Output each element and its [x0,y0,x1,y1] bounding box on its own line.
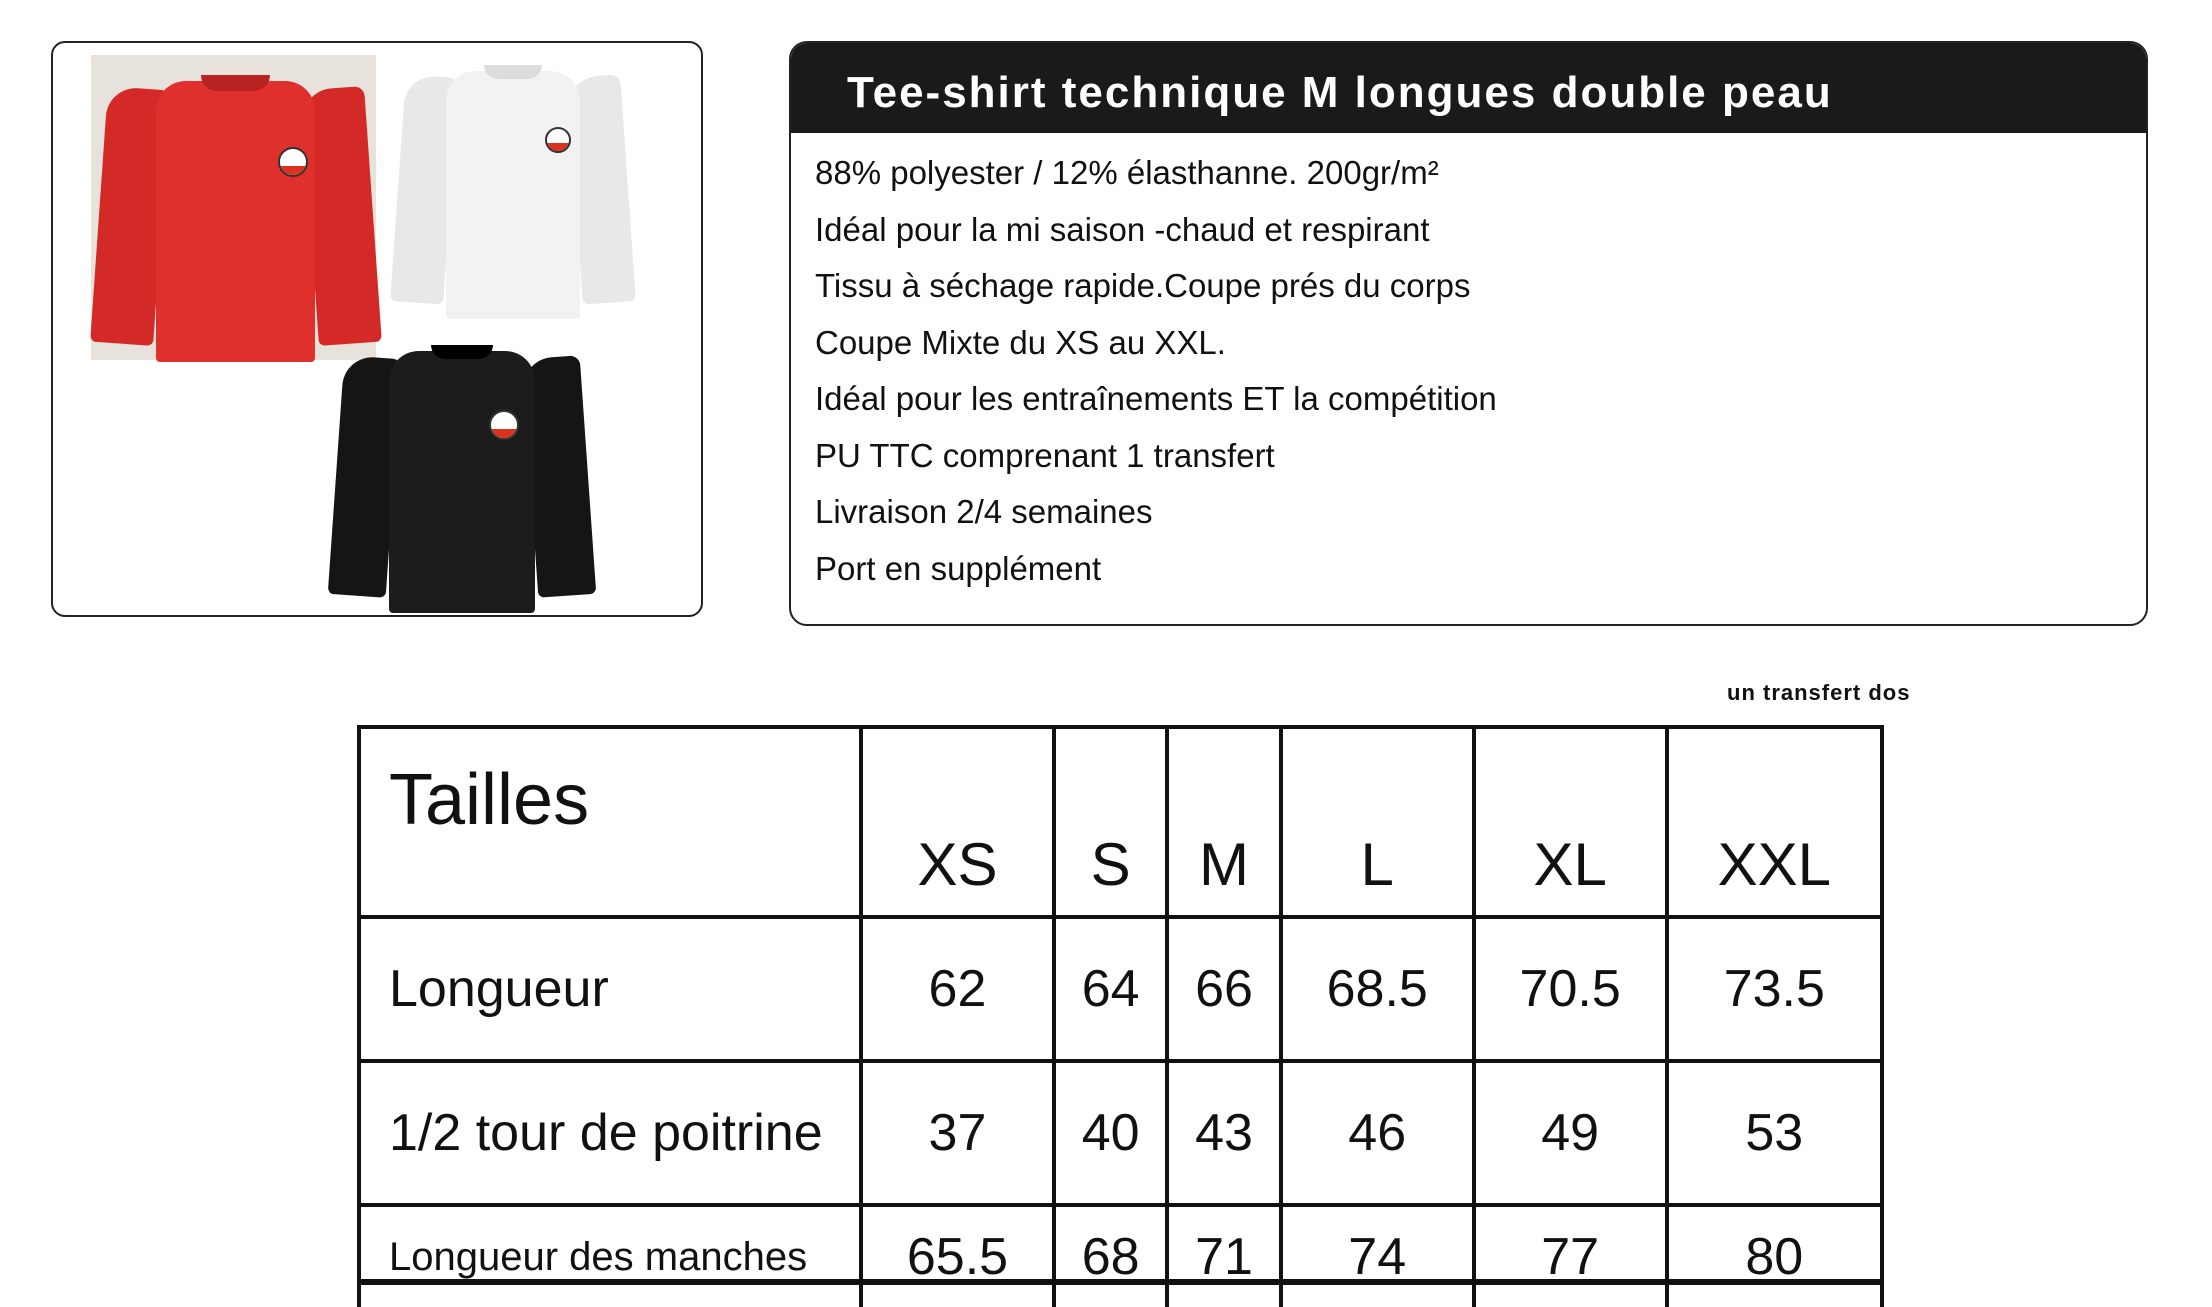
cell: 77 [1471,1203,1669,1307]
club-logo-icon [545,127,571,153]
cell: 37 [859,1059,1056,1207]
cell: 62 [859,915,1056,1063]
black-shirt-image [327,328,597,613]
feature-line: Tissu à séchage rapide.Coupe prés du cor… [815,267,1471,304]
table-row: Longueur des manches 65.5 68 71 74 77 80 [357,1203,1885,1307]
cell: 71 [1165,1203,1283,1307]
cell: 40 [1051,1059,1170,1207]
feature-line: Coupe Mixte du XS au XXL. [815,323,1226,361]
red-shirt-image [89,57,382,362]
cell: 64 [1051,915,1170,1063]
table-row: 1/2 tour de poitrine 37 40 43 46 49 53 [357,1059,1885,1207]
cell: 53 [1664,1059,1885,1207]
feature-line: Idéal pour les entraînements ET la compé… [815,380,1497,417]
feature-line: 88% polyester / 12% élasthanne. 200gr/m² [815,154,1439,191]
cell: 68.5 [1278,915,1476,1063]
cell: 68 [1051,1203,1170,1307]
product-title: Tee-shirt technique M longues double pea… [791,43,2146,133]
feature-line: Idéal pour la mi saison -chaud et respir… [815,210,1430,248]
feature-line: Livraison 2/4 semaines [815,493,1153,530]
row-label: Longueur des manches [357,1203,863,1307]
club-logo-icon [278,147,308,177]
table-header-row: Tailles XS S M L XL XXL [357,725,1885,919]
cell: 43 [1165,1059,1283,1207]
size-header: XL [1471,725,1669,919]
size-header: L [1278,725,1476,919]
white-shirt-image [389,49,637,319]
cell: 66 [1165,915,1283,1063]
cell: 70.5 [1471,915,1669,1063]
feature-line: PU TTC comprenant 1 transfert [815,436,1275,474]
cell: 49 [1471,1059,1669,1207]
cell: 65.5 [859,1203,1056,1307]
row-label: 1/2 tour de poitrine [357,1059,863,1207]
size-table: Tailles XS S M L XL XXL Longueur 62 64 6… [357,725,1885,1307]
size-header: XXL [1664,725,1885,919]
cell: 73.5 [1664,915,1885,1063]
cell: 74 [1278,1203,1476,1307]
feature-line: Port en supplément [815,549,1102,587]
row-label: Longueur [357,915,863,1063]
cell: 46 [1278,1059,1476,1207]
product-photos [51,41,703,617]
table-row: Longueur 62 64 66 68.5 70.5 73.5 [357,915,1885,1063]
club-logo-icon [489,410,519,440]
table-bottom-rule [357,1279,1884,1285]
back-transfer-note: un transfert dos [1727,680,1911,705]
header-label: Tailles [357,725,863,919]
size-header: S [1051,725,1170,919]
cell: 80 [1664,1203,1885,1307]
product-info-panel: Tee-shirt technique M longues double pea… [789,41,2148,626]
size-header: M [1165,725,1283,919]
size-header: XS [859,725,1056,919]
